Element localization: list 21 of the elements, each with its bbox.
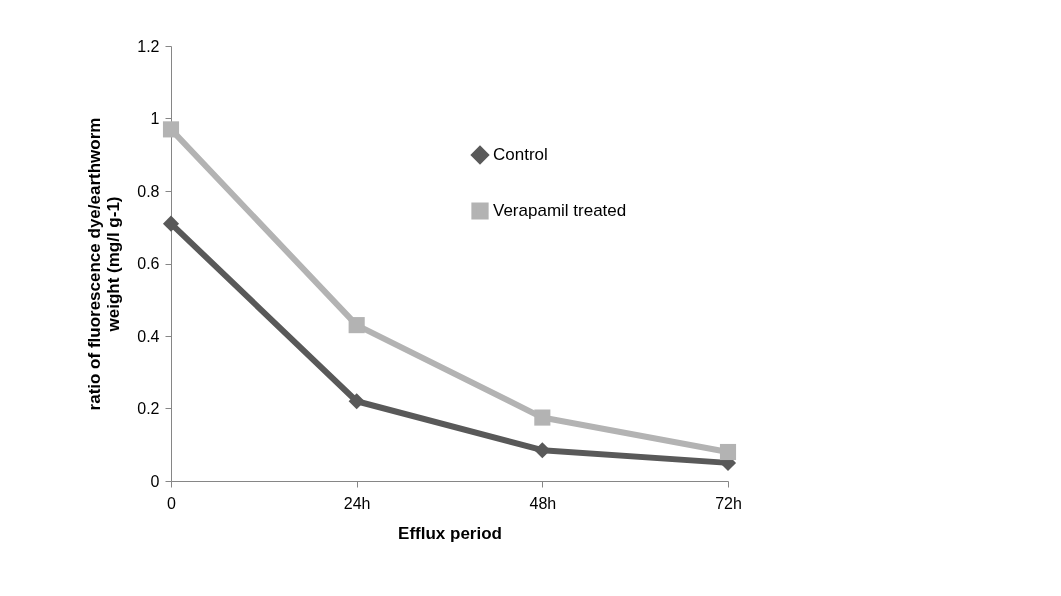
y-tick-label: 0.2 — [137, 400, 160, 417]
y-axis-title: ratio of fluorescence dye/earthworm weight (mg/l g-1) — [85, 117, 124, 411]
y-tick-label: 1 — [150, 110, 160, 127]
y-tick-label: 0.8 — [137, 182, 160, 200]
x-tick-label: 48h — [529, 494, 557, 512]
x-tick-label: 72h — [715, 494, 742, 512]
x-tick-label: 24h — [343, 494, 371, 512]
point — [162, 121, 180, 138]
point — [719, 443, 737, 461]
y-tick-label: 0.6 — [137, 255, 160, 272]
point — [534, 409, 551, 426]
legend-label: Control — [493, 145, 548, 164]
y-tick-label: 1.2 — [137, 37, 160, 55]
x-tick-label: 0 — [167, 494, 177, 512]
x-axis-title: Efflux period — [398, 523, 502, 543]
legend-label: Verapamil treated — [493, 201, 627, 220]
point — [348, 393, 365, 410]
y-tick-label: 0 — [150, 472, 160, 490]
y-tick-label: 0.4 — [137, 327, 160, 345]
point — [348, 317, 365, 334]
point — [162, 215, 180, 232]
